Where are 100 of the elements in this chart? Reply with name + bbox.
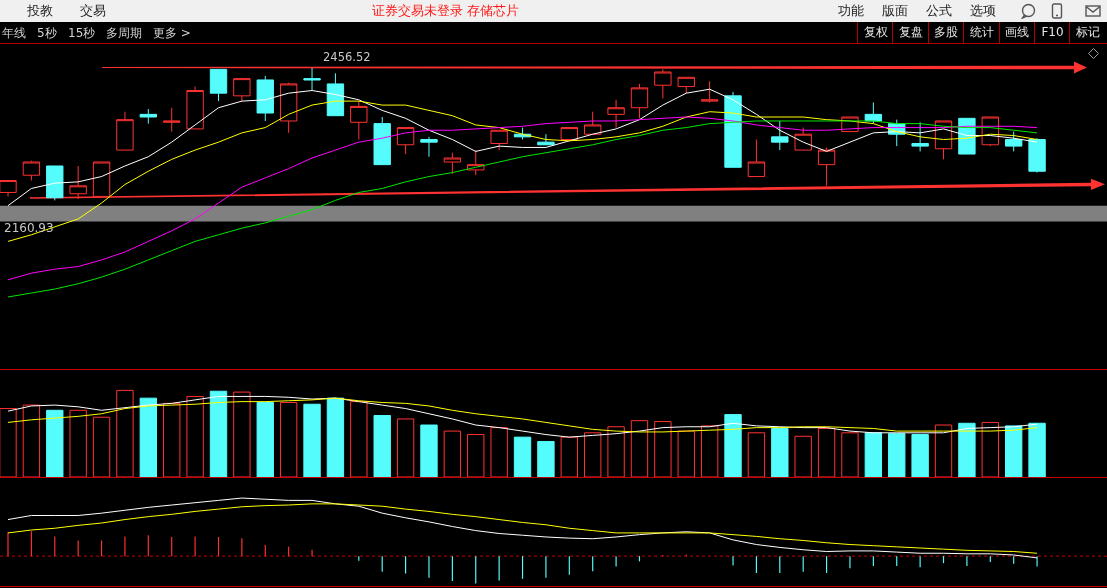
bar — [139, 397, 158, 477]
candlestick — [654, 68, 672, 99]
bar — [607, 426, 625, 477]
bar — [420, 424, 438, 477]
candlestick — [420, 136, 438, 158]
bar — [584, 432, 602, 477]
text: 年线 — [2, 25, 26, 41]
candlestick — [771, 120, 789, 151]
bar — [817, 427, 836, 477]
candlestick — [584, 111, 602, 135]
bar — [911, 434, 929, 477]
bar — [116, 389, 134, 477]
candlestick — [69, 165, 87, 200]
candlestick — [630, 83, 649, 119]
bar — [771, 427, 789, 477]
text: 15秒 — [68, 25, 96, 41]
text: 标记 — [1069, 22, 1106, 43]
bar — [513, 436, 532, 477]
bar — [326, 397, 345, 477]
candlestick — [747, 139, 766, 178]
text: 投教 — [27, 3, 53, 19]
candlestick — [92, 161, 111, 197]
bar — [537, 440, 555, 477]
bar — [888, 433, 906, 477]
bar — [256, 401, 274, 477]
bar — [1028, 422, 1046, 477]
candlestick — [139, 108, 158, 125]
candlestick — [1028, 137, 1046, 174]
text: 5秒 — [37, 25, 57, 41]
bar — [700, 425, 719, 477]
text: 多周期 — [106, 25, 142, 41]
bar — [560, 436, 578, 477]
candlestick — [46, 165, 64, 201]
candlestick — [443, 152, 462, 175]
bar — [724, 414, 742, 477]
candlestick — [373, 116, 391, 166]
text: 2456.52 — [323, 50, 371, 64]
candlestick — [700, 80, 719, 103]
candlestick — [724, 91, 742, 168]
text: 复盘 — [892, 22, 929, 43]
text: 复权 — [857, 22, 893, 43]
text: 交易 — [80, 3, 106, 19]
bar — [373, 414, 391, 477]
bar — [69, 409, 87, 477]
bar — [0, 408, 17, 477]
candlestick — [22, 160, 41, 182]
bar — [443, 430, 462, 477]
candlestick — [560, 127, 578, 140]
text: 更多 > — [153, 25, 191, 41]
chart-title: 存储芯片 — [467, 3, 519, 19]
candlestick — [911, 121, 929, 152]
candlestick — [303, 67, 321, 92]
text: 公式 — [926, 3, 952, 19]
bar — [841, 432, 859, 477]
bar — [864, 432, 883, 477]
bar — [654, 421, 672, 477]
candlestick — [279, 82, 298, 134]
bar — [794, 435, 812, 477]
bar — [934, 424, 953, 477]
chart-subtitle: 证券交易未登录 — [371, 3, 463, 19]
candlestick — [326, 72, 345, 117]
candlestick — [0, 180, 17, 197]
bar — [350, 401, 368, 477]
bar — [630, 420, 649, 477]
candlestick — [256, 75, 274, 122]
bar — [92, 416, 111, 477]
bar — [163, 402, 181, 477]
bar — [22, 404, 41, 477]
candlestick — [817, 146, 836, 187]
candlestick — [163, 107, 181, 133]
text: 统计 — [963, 22, 1000, 43]
bar — [490, 427, 508, 477]
text: 2160.93 — [4, 221, 54, 235]
bar — [677, 430, 695, 477]
bar — [747, 432, 766, 477]
text: 版面 — [882, 3, 908, 19]
bar — [209, 390, 228, 477]
candlestick — [209, 68, 228, 102]
bar — [396, 418, 415, 477]
bar — [1005, 425, 1023, 477]
text: 画线 — [998, 22, 1035, 43]
bar — [233, 391, 251, 477]
bar — [46, 409, 64, 477]
candlestick — [677, 76, 695, 94]
text: F10 — [1034, 22, 1070, 43]
candlestick — [233, 78, 251, 102]
bar — [981, 421, 999, 477]
text: 多股 — [927, 22, 964, 43]
candlestick — [350, 100, 368, 140]
candlestick — [607, 99, 625, 129]
candlestick — [186, 86, 204, 130]
candlestick — [116, 111, 134, 151]
bar — [186, 395, 204, 477]
bar — [958, 422, 976, 477]
candlestick — [490, 129, 508, 151]
text: 功能 — [838, 3, 864, 19]
text: 选项 — [970, 3, 996, 19]
candlestick — [794, 127, 812, 151]
bar — [279, 401, 298, 477]
bar — [303, 403, 321, 477]
